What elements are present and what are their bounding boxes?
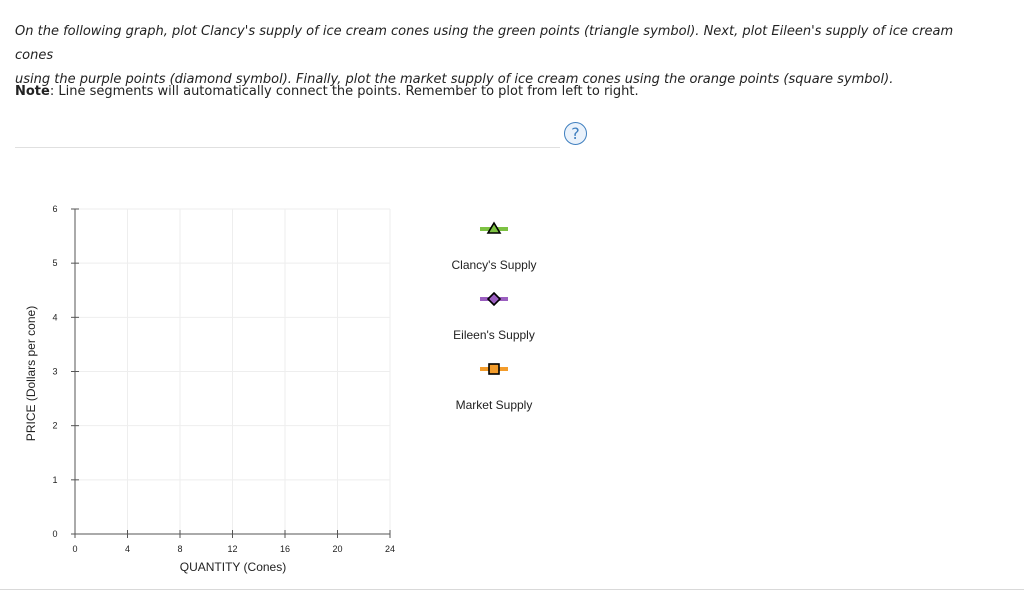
y-tick-label: 2 (52, 421, 57, 431)
y-tick-label: 3 (52, 367, 57, 377)
x-axis-title: QUANTITY (Cones) (180, 560, 286, 574)
help-button[interactable]: ? (564, 122, 587, 145)
note-text: : Line segments will automatically conne… (49, 84, 639, 99)
triangle-marker-icon (486, 221, 502, 234)
bottom-rule (0, 589, 1024, 590)
y-tick-label: 5 (52, 258, 57, 268)
x-tick-label: 20 (332, 544, 342, 554)
x-tick-label: 24 (385, 544, 395, 554)
instructions-line-1: On the following graph, plot Clancy's su… (15, 24, 954, 63)
x-tick-label: 0 (72, 544, 77, 554)
x-tick-label: 8 (177, 544, 182, 554)
instructions-line-2: using the purple points (diamond symbol)… (15, 72, 894, 87)
y-tick-label: 4 (52, 312, 57, 322)
legend-label: Eileen's Supply (453, 328, 535, 342)
divider (15, 147, 560, 148)
note-label: Note (15, 84, 50, 99)
legend-label: Market Supply (456, 398, 533, 412)
note: Note: Line segments will automatically c… (15, 82, 639, 102)
grid (75, 208, 391, 534)
legend: Clancy's Supply Eileen's Supply Market Sup… (452, 221, 537, 412)
legend-item: Market Supply (456, 363, 533, 412)
x-tick-label: 16 (280, 544, 290, 554)
legend-label: Clancy's Supply (452, 258, 537, 272)
legend-item: Clancy's Supply (452, 221, 537, 272)
y-tick-label: 1 (52, 475, 57, 485)
square-marker-icon (488, 363, 500, 375)
y-axis-title: PRICE (Dollars per cone) (24, 306, 38, 441)
question-mark-icon: ? (571, 124, 580, 143)
y-tick-label: 0 (52, 529, 57, 539)
legend-item: Eileen's Supply (453, 291, 535, 342)
x-tick-label: 12 (227, 544, 237, 554)
x-tick-label: 4 (125, 544, 130, 554)
diamond-marker-icon (486, 291, 502, 307)
y-tick-label: 6 (52, 204, 57, 214)
instructions: On the following graph, plot Clancy's su… (15, 20, 975, 92)
